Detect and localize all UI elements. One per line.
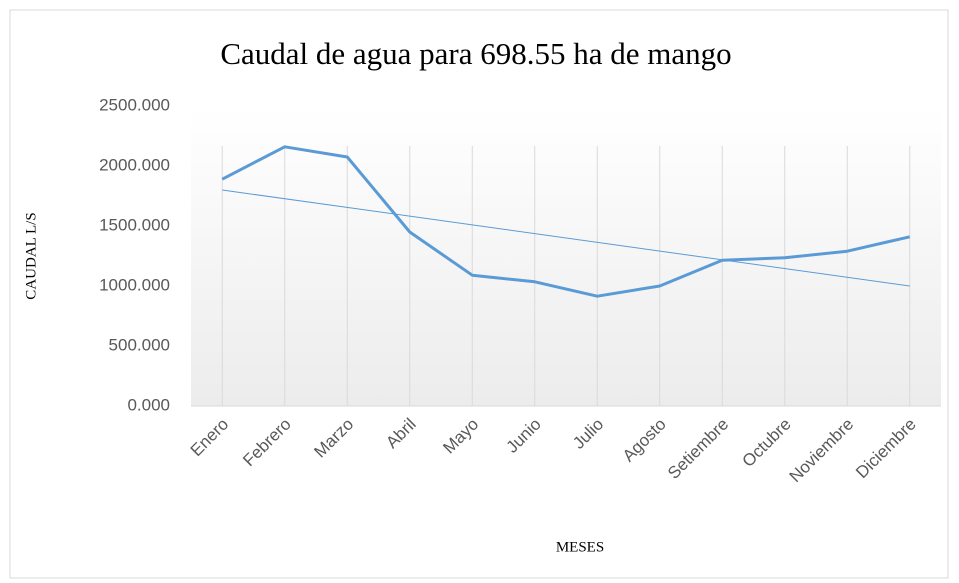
- x-axis-label: MESES: [556, 539, 604, 555]
- trend-line: [222, 189, 910, 287]
- y-tick-label: 500.000: [109, 335, 170, 354]
- y-tick-label: 0.000: [127, 395, 170, 414]
- y-tick-label: 2000.000: [99, 155, 170, 174]
- data-line: [221, 145, 911, 298]
- y-tick-label: 1000.000: [99, 275, 170, 294]
- y-tick-label: 1500.000: [99, 215, 170, 234]
- y-tick-label: 2500.000: [99, 95, 170, 114]
- y-axis-label: CAUDAL L/S: [23, 212, 39, 299]
- chart-title: Caudal de agua para 698.55 ha de mango: [220, 36, 731, 71]
